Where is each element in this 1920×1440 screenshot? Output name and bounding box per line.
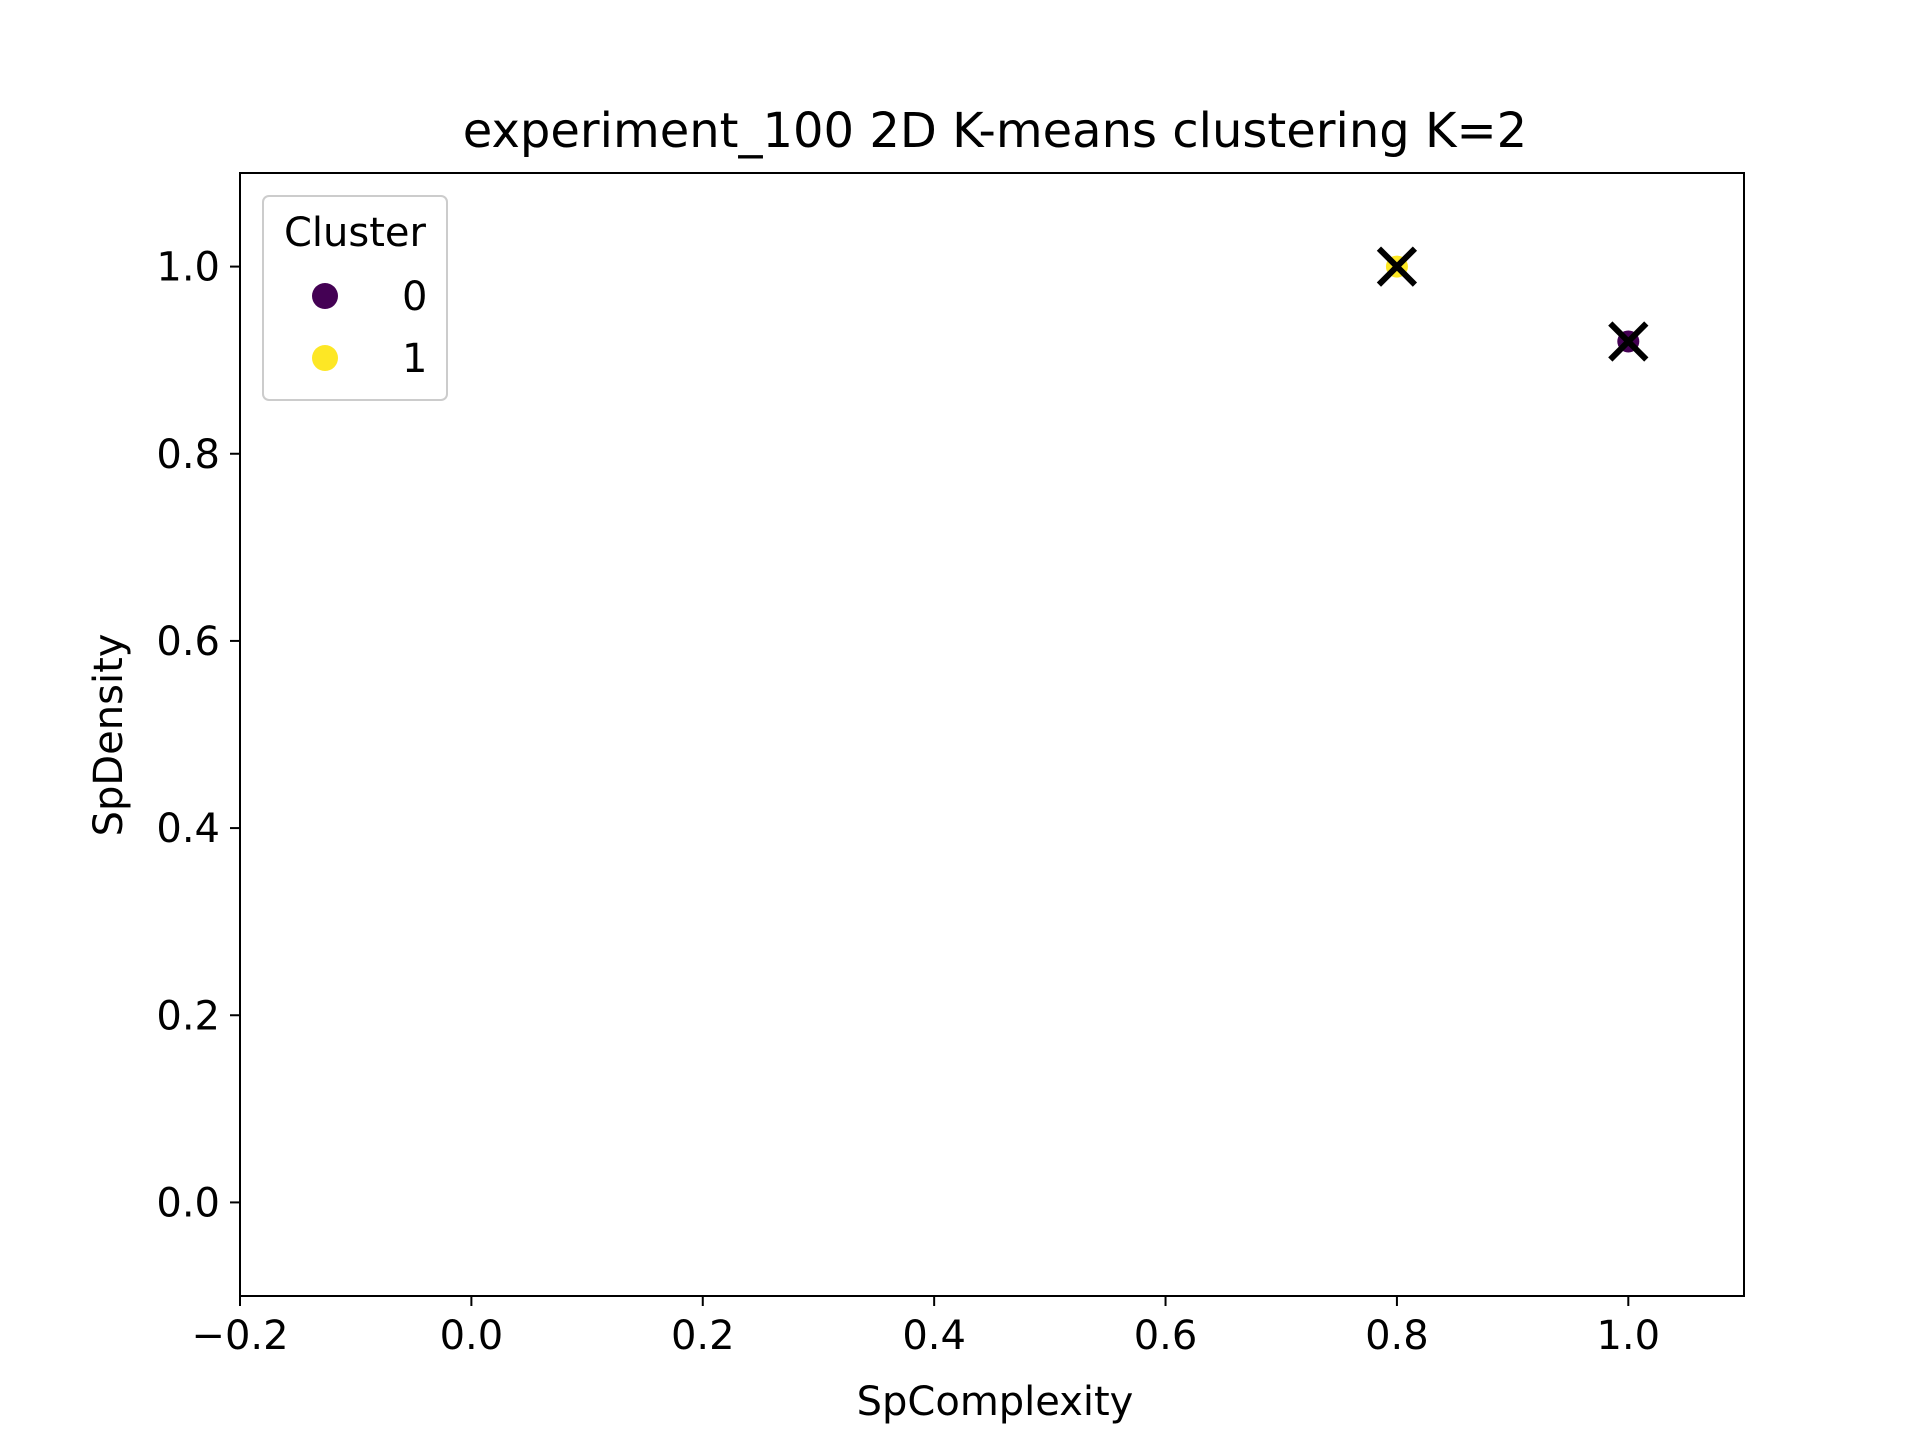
plot-area <box>240 173 1744 1296</box>
y-tick-label: 0.2 <box>156 993 220 1039</box>
y-tick-label: 0.6 <box>156 619 220 665</box>
x-axis-ticks: −0.2 0.0 0.2 0.4 0.6 0.8 1.0 <box>191 1296 1660 1359</box>
x-tick-label: 0.0 <box>440 1313 504 1359</box>
centroid-marker <box>1376 246 1418 287</box>
legend-box <box>262 195 448 401</box>
centroid-marker <box>1608 321 1649 362</box>
y-axis-label: SpDensity <box>86 634 132 837</box>
x-tick-label: 0.2 <box>671 1313 735 1359</box>
legend-marker-cluster-0 <box>312 283 338 309</box>
legend-label-cluster-0: 0 <box>402 274 427 320</box>
x-tick-label: −0.2 <box>191 1313 288 1359</box>
x-tick-label: 1.0 <box>1596 1313 1660 1359</box>
plot-frame <box>239 172 1745 1297</box>
centroid-markers <box>1376 246 1649 362</box>
legend-title: Cluster <box>284 210 427 256</box>
y-tick-label: 0.0 <box>156 1180 220 1226</box>
y-tick-label: 1.0 <box>156 245 220 291</box>
x-tick-label: 0.4 <box>902 1313 966 1359</box>
y-axis-ticks: 0.0 0.2 0.4 0.6 0.8 1.0 <box>156 245 240 1226</box>
x-tick-label: 0.8 <box>1365 1313 1429 1359</box>
x-tick-label: 0.6 <box>1134 1313 1198 1359</box>
legend: Cluster 0 1 <box>262 195 448 401</box>
legend-marker-cluster-1 <box>312 345 338 371</box>
x-axis-label: SpComplexity <box>857 1379 1134 1425</box>
y-tick-label: 0.8 <box>156 432 220 478</box>
legend-label-cluster-1: 1 <box>402 336 427 382</box>
y-tick-label: 0.4 <box>156 806 220 852</box>
chart-title: experiment_100 2D K-means clustering K=2 <box>463 103 1527 159</box>
